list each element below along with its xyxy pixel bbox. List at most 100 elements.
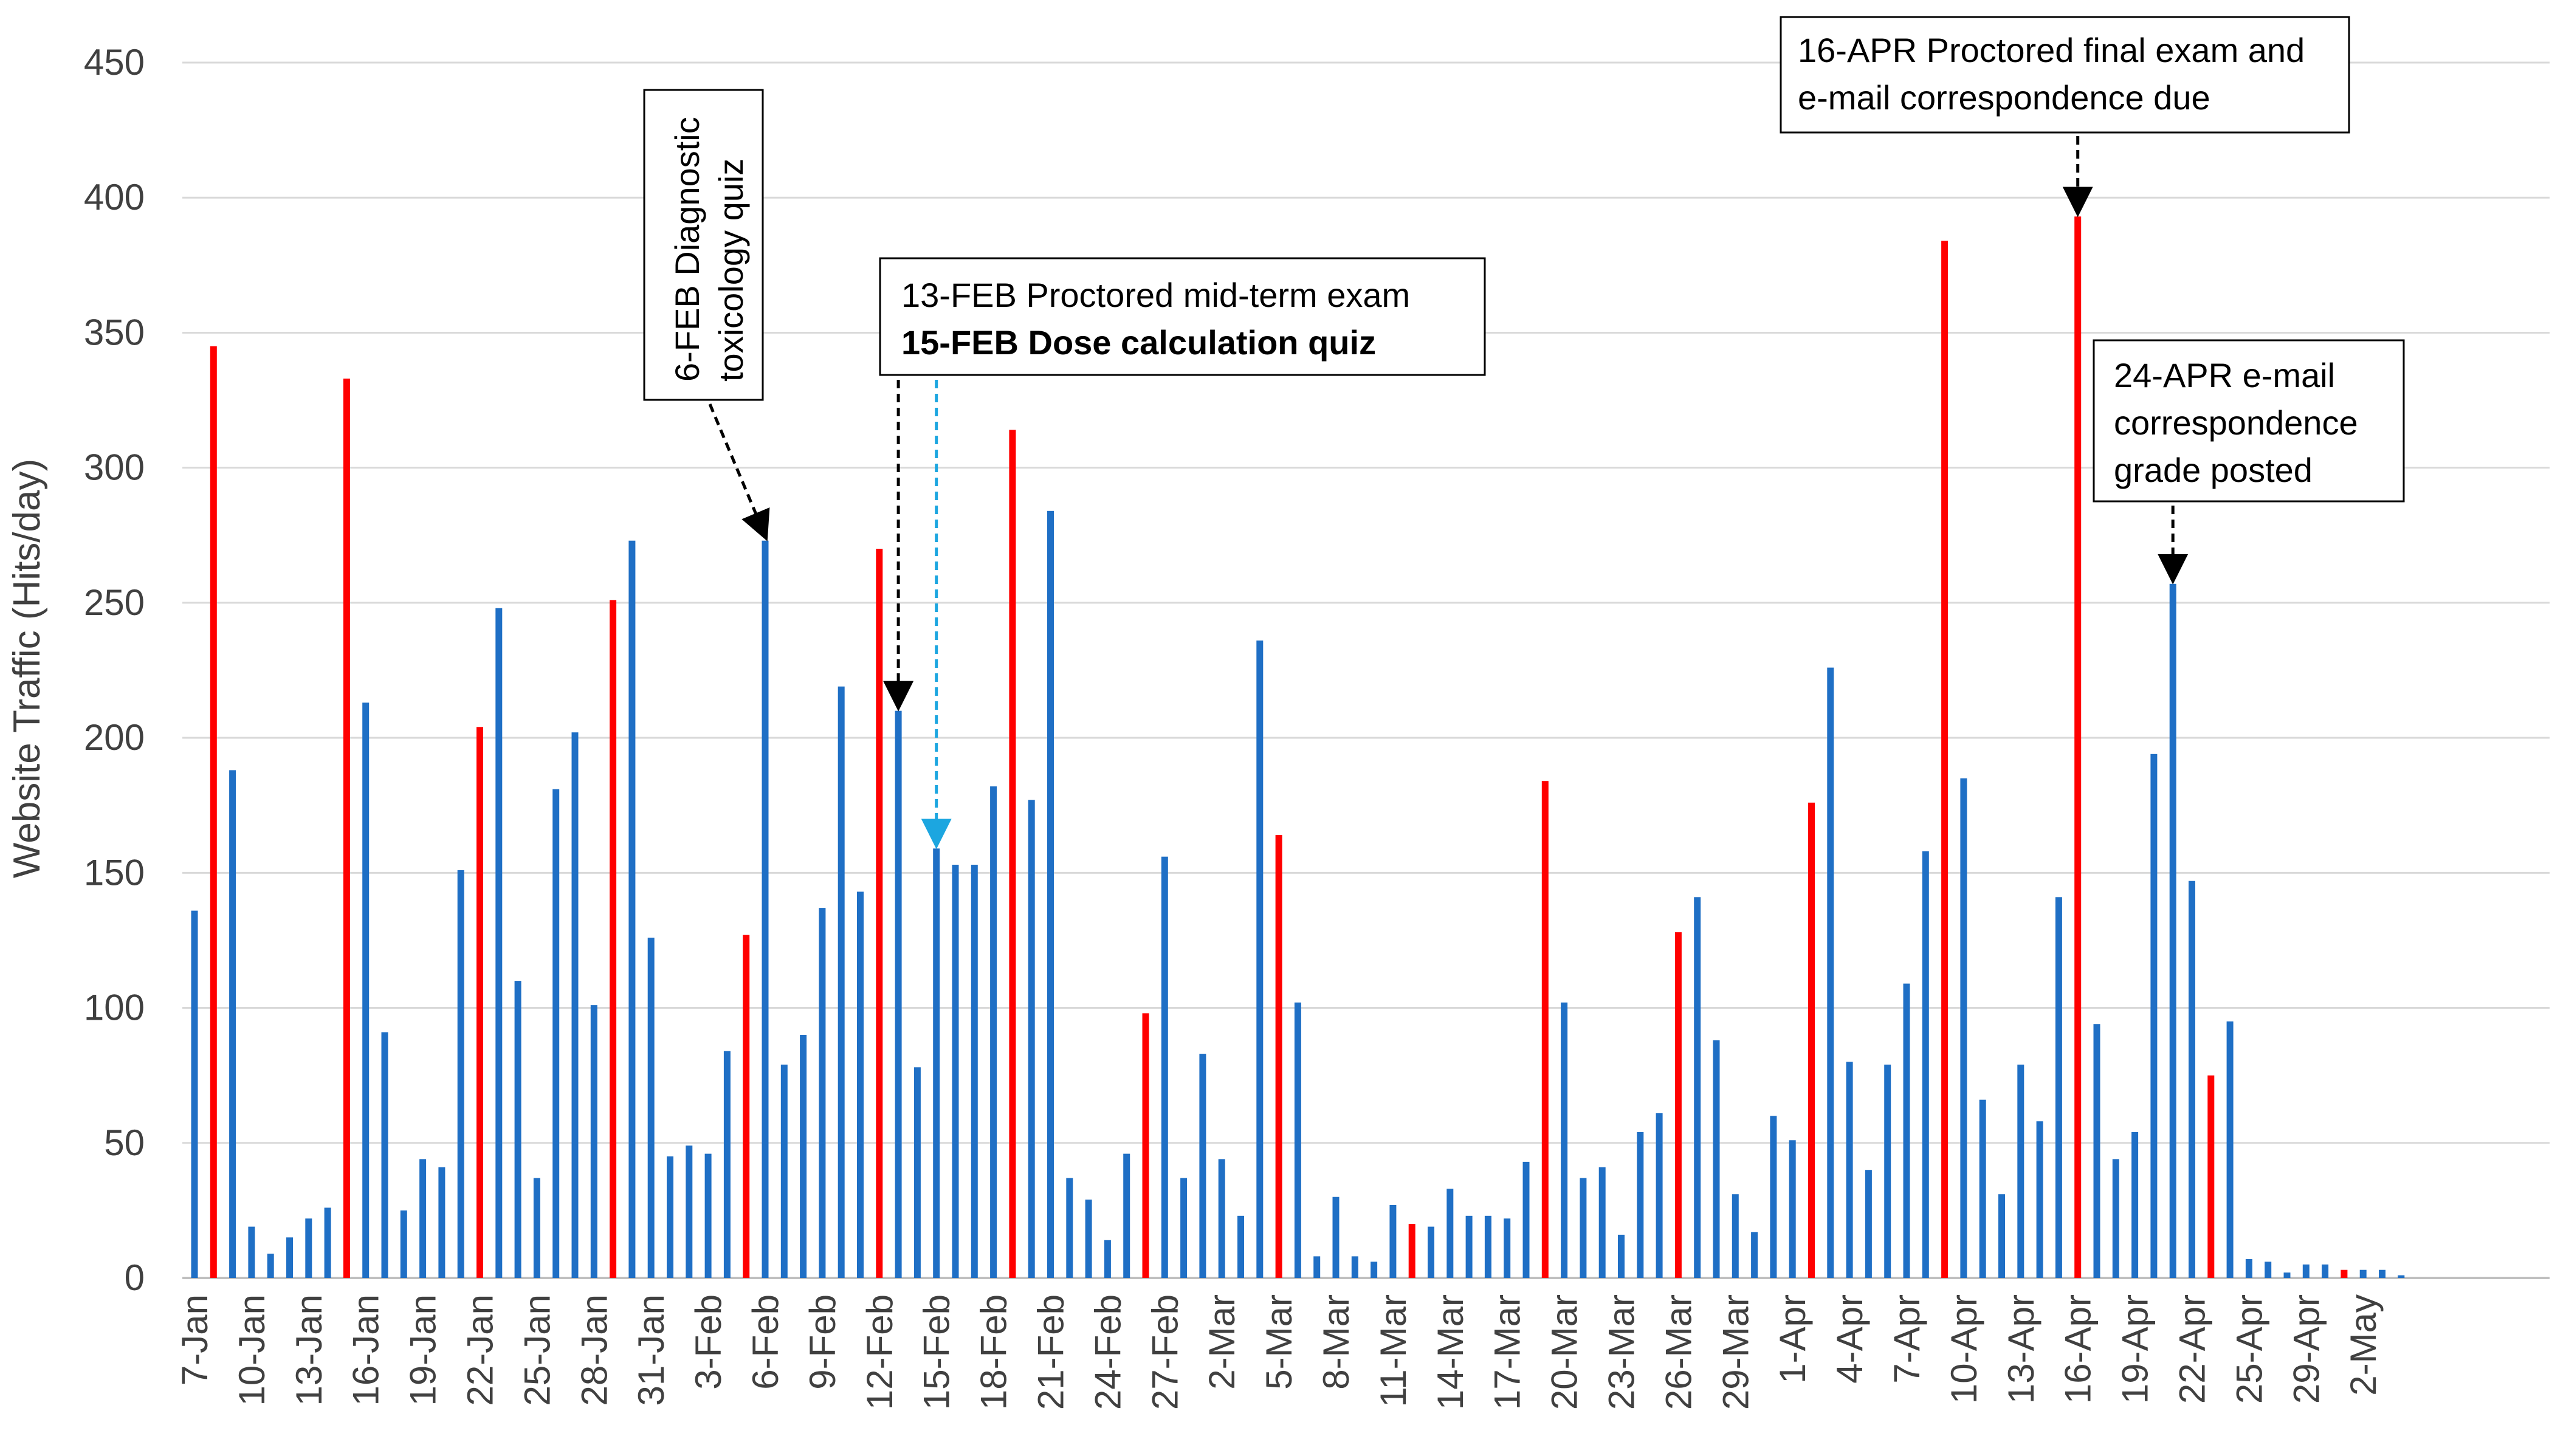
bar [1960, 778, 1967, 1278]
y-tick-label: 200 [84, 717, 145, 758]
bar [2131, 1132, 2139, 1278]
bar [838, 686, 845, 1278]
bar [1047, 510, 1054, 1278]
bar [381, 1032, 388, 1278]
bar-highlight [1674, 932, 1682, 1278]
y-axis-label: Website Traffic (Hits/day) [6, 459, 48, 878]
bar [2302, 1264, 2310, 1278]
bar [1371, 1262, 1378, 1278]
x-tick-label: 3-Feb [688, 1294, 729, 1390]
bar [1161, 856, 1168, 1278]
bar [1218, 1159, 1225, 1278]
x-tick-label: 29-Apr [2286, 1294, 2327, 1404]
bar [1979, 1099, 1986, 1278]
bar [1732, 1194, 1739, 1278]
bar [419, 1159, 427, 1278]
x-tick-label: 12-Feb [859, 1294, 900, 1410]
annotation-text: 16-APR Proctored final exam and [1798, 31, 2305, 69]
bar-highlight [1541, 781, 1549, 1278]
x-tick-label: 19-Apr [2115, 1294, 2156, 1404]
bar [628, 540, 636, 1279]
bar [2169, 583, 2176, 1278]
x-tick-label: 22-Apr [2172, 1294, 2213, 1404]
x-tick-label: 17-Mar [1487, 1294, 1528, 1410]
bar [2379, 1269, 2385, 1278]
bar [1294, 1002, 1301, 1278]
bar [229, 770, 236, 1278]
x-tick-label: 16-Jan [346, 1294, 387, 1406]
bar [552, 789, 560, 1278]
annotation-box-apr16 [1780, 16, 2350, 134]
bar [1237, 1215, 1244, 1278]
bar [1922, 851, 1929, 1278]
y-tick-label: 400 [84, 177, 145, 218]
bar [305, 1218, 312, 1278]
bar-highlight [343, 379, 350, 1278]
x-tick-label: 4-Apr [1829, 1294, 1870, 1384]
bar [762, 540, 769, 1279]
annotation-box-feb6 [643, 89, 764, 401]
bar [1428, 1226, 1434, 1278]
x-tick-label: 19-Jan [403, 1294, 444, 1406]
bar [1123, 1153, 1130, 1278]
bar [1618, 1234, 1625, 1278]
bar [952, 865, 959, 1278]
bar [2359, 1269, 2367, 1278]
bar-highlight [2341, 1269, 2348, 1278]
bar [495, 608, 503, 1278]
bar [1656, 1113, 1663, 1278]
bar-highlight [2074, 216, 2082, 1278]
y-tick-label: 250 [84, 582, 145, 623]
bar [933, 848, 940, 1278]
x-tick-label: 14-Mar [1430, 1294, 1471, 1410]
x-tick-label: 5-Mar [1259, 1294, 1299, 1390]
bar [895, 710, 902, 1278]
y-tick-label: 350 [84, 312, 145, 352]
bar [667, 1156, 673, 1278]
bar [1884, 1064, 1891, 1278]
x-tick-label: 2-Mar [1202, 1294, 1242, 1390]
x-tick-label: 11-Mar [1373, 1294, 1414, 1407]
bar [514, 981, 521, 1278]
x-tick-label: 21-Feb [1031, 1294, 1071, 1410]
bar [400, 1210, 407, 1278]
bar [819, 908, 826, 1278]
annotation-arrow [708, 403, 770, 541]
bar-highlight [1808, 802, 1815, 1278]
bar-highlight [1142, 1013, 1149, 1278]
bar [2036, 1121, 2043, 1278]
bar [1180, 1178, 1188, 1278]
x-tick-label: 22-Jan [460, 1294, 501, 1406]
bar [2189, 881, 2195, 1278]
annotations: 6-FEB Diagnostic toxicology quiz 13-FEB Pr… [643, 16, 2405, 850]
annotation-text: grade posted [2114, 451, 2313, 489]
bar [913, 1067, 921, 1278]
bar [1598, 1167, 1606, 1278]
bar [2055, 897, 2062, 1278]
bar [647, 938, 655, 1278]
bar [191, 910, 198, 1278]
x-tick-label: 7-Jan [174, 1294, 215, 1386]
annotation-box-feb13-feb15 [879, 257, 1486, 376]
bar [1522, 1161, 1530, 1278]
x-tick-label: 6-Feb [745, 1294, 786, 1390]
bar [2398, 1275, 2405, 1278]
x-tick-label: 26-Mar [1658, 1294, 1699, 1410]
x-tick-label: 31-Jan [631, 1294, 672, 1406]
bar [457, 870, 464, 1278]
bar [1827, 667, 1834, 1278]
bar [1028, 800, 1035, 1278]
bar [686, 1145, 693, 1278]
bar [704, 1153, 712, 1278]
bar [2283, 1272, 2291, 1278]
x-tick-label: 23-Mar [1601, 1294, 1642, 1410]
bar-highlight [1408, 1224, 1415, 1278]
annotation-text: e-mail correspondence due [1798, 78, 2210, 117]
bar [780, 1064, 788, 1278]
bar [1751, 1232, 1758, 1278]
x-tick-label: 15-Feb [917, 1294, 957, 1410]
bar [1789, 1140, 1796, 1278]
bar [1104, 1240, 1111, 1278]
x-tick-label: 16-Apr [2058, 1294, 2099, 1404]
